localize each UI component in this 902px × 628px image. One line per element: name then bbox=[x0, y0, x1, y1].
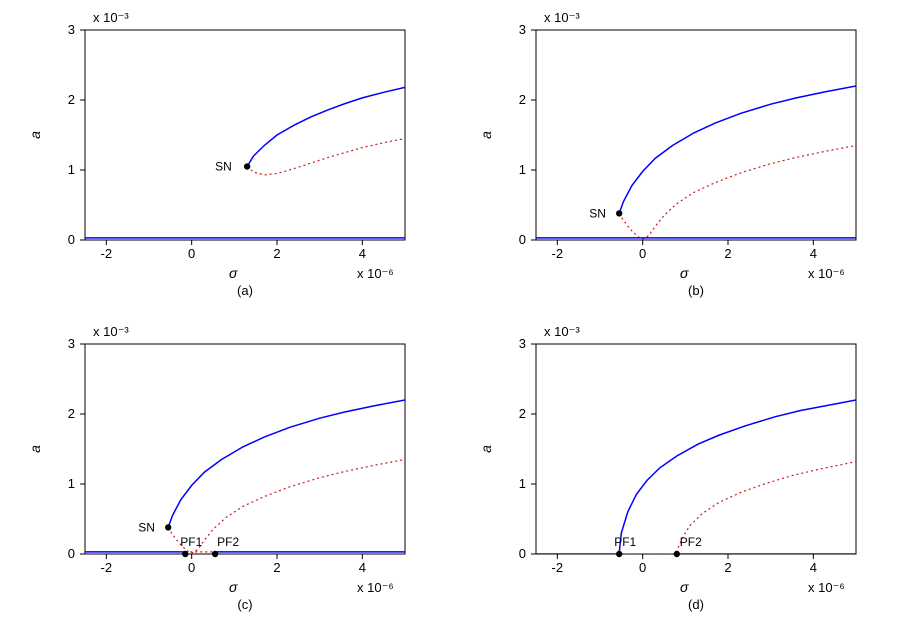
panel-b: -2 0 2 4 0 1 2 3 x 10⁻³ x 10⁻⁶ σ a SN (b) bbox=[451, 0, 902, 314]
x-tick-label: 2 bbox=[273, 246, 280, 261]
x-tick-label: -2 bbox=[552, 560, 564, 575]
y-axis-label: a bbox=[27, 445, 43, 453]
plot-box bbox=[85, 30, 405, 240]
y-tick-label: 2 bbox=[519, 92, 526, 107]
marker-dot-pf2 bbox=[212, 551, 218, 557]
y-tick-label: 0 bbox=[519, 546, 526, 561]
x-axis-label: σ bbox=[229, 579, 238, 595]
curve-solid bbox=[619, 400, 856, 553]
y-axis-label: a bbox=[478, 131, 494, 139]
sub-label: (b) bbox=[688, 283, 704, 298]
x-tick-label: 2 bbox=[273, 560, 280, 575]
marker-label-sn: SN bbox=[215, 160, 232, 174]
y-tick-label: 0 bbox=[68, 232, 75, 247]
y-tick-label: 2 bbox=[68, 92, 75, 107]
marker-dot-pf1 bbox=[616, 551, 622, 557]
plot-box bbox=[536, 30, 856, 240]
marker-dot-sn bbox=[616, 210, 622, 216]
curves bbox=[85, 400, 405, 556]
x-tick-label: 2 bbox=[724, 560, 731, 575]
chart-svg: -2 0 2 4 0 1 2 3 x 10⁻³ x 10⁻⁶ σ a SN PF1 PF2 (c) bbox=[0, 314, 451, 628]
chart-svg: -2 0 2 4 0 1 2 3 x 10⁻³ x 10⁻⁶ σ a PF1 PF2 (d) bbox=[451, 314, 902, 628]
y-tick-label: 3 bbox=[68, 336, 75, 351]
curves bbox=[536, 86, 856, 242]
marker-dot-pf2 bbox=[674, 551, 680, 557]
panel-d: -2 0 2 4 0 1 2 3 x 10⁻³ x 10⁻⁶ σ a PF1 PF2 (d) bbox=[451, 314, 902, 628]
curve-solid bbox=[168, 400, 405, 527]
y-tick-label: 1 bbox=[519, 162, 526, 177]
x-axis-label: σ bbox=[680, 265, 689, 281]
x-tick-label: 2 bbox=[724, 246, 731, 261]
y-multiplier: x 10⁻³ bbox=[93, 324, 129, 339]
x-tick-label: 0 bbox=[188, 246, 195, 261]
x-multiplier: x 10⁻⁶ bbox=[357, 580, 394, 595]
marker-dot-sn bbox=[244, 163, 250, 169]
curve-solid bbox=[247, 87, 405, 166]
panel-a: -2 0 2 4 0 1 2 3 x 10⁻³ x 10⁻⁶ σ a SN (a) bbox=[0, 0, 451, 314]
y-tick-label: 1 bbox=[68, 476, 75, 491]
x-axis-label: σ bbox=[229, 265, 238, 281]
x-tick-label: -2 bbox=[552, 246, 564, 261]
y-tick-label: 2 bbox=[68, 406, 75, 421]
marker-label-sn: SN bbox=[138, 520, 155, 534]
x-multiplier: x 10⁻⁶ bbox=[357, 266, 394, 281]
plot-box bbox=[85, 344, 405, 554]
y-tick-label: 3 bbox=[519, 22, 526, 37]
sub-label: (c) bbox=[237, 597, 252, 612]
y-tick-label: 3 bbox=[519, 336, 526, 351]
sub-label: (d) bbox=[688, 597, 704, 612]
marker-label-pf2: PF2 bbox=[680, 535, 702, 549]
x-tick-label: 4 bbox=[359, 560, 366, 575]
marker-label-sn: SN bbox=[589, 206, 606, 220]
x-multiplier: x 10⁻⁶ bbox=[808, 266, 845, 281]
panel-c: -2 0 2 4 0 1 2 3 x 10⁻³ x 10⁻⁶ σ a SN PF1 PF2 (c) bbox=[0, 314, 451, 628]
x-tick-label: -2 bbox=[101, 560, 113, 575]
x-multiplier: x 10⁻⁶ bbox=[808, 580, 845, 595]
x-tick-label: 4 bbox=[359, 246, 366, 261]
plot-box bbox=[536, 344, 856, 554]
x-tick-label: 0 bbox=[188, 560, 195, 575]
y-axis-label: a bbox=[27, 131, 43, 139]
y-multiplier: x 10⁻³ bbox=[544, 324, 580, 339]
y-tick-label: 0 bbox=[68, 546, 75, 561]
marker-label-pf1: PF1 bbox=[614, 535, 636, 549]
x-tick-label: 0 bbox=[639, 560, 646, 575]
x-tick-label: -2 bbox=[101, 246, 113, 261]
x-tick-label: 4 bbox=[810, 246, 817, 261]
curves bbox=[536, 400, 856, 554]
sub-label: (a) bbox=[237, 283, 253, 298]
curve-solid bbox=[619, 86, 856, 213]
marker-label-pf2: PF2 bbox=[217, 535, 239, 549]
curve-dotted bbox=[247, 139, 405, 175]
marker-label-pf1: PF1 bbox=[180, 535, 202, 549]
marker-dot-pf1 bbox=[182, 551, 188, 557]
y-tick-label: 3 bbox=[68, 22, 75, 37]
y-tick-label: 2 bbox=[519, 406, 526, 421]
y-tick-label: 0 bbox=[519, 232, 526, 247]
y-axis-label: a bbox=[478, 445, 494, 453]
chart-svg: -2 0 2 4 0 1 2 3 x 10⁻³ x 10⁻⁶ σ a SN (a) bbox=[0, 0, 451, 314]
x-tick-label: 4 bbox=[810, 560, 817, 575]
y-tick-label: 1 bbox=[519, 476, 526, 491]
y-multiplier: x 10⁻³ bbox=[544, 10, 580, 25]
marker-dot-sn bbox=[165, 524, 171, 530]
x-axis-label: σ bbox=[680, 579, 689, 595]
figure-grid: -2 0 2 4 0 1 2 3 x 10⁻³ x 10⁻⁶ σ a SN (a) -2 0 2 4 0 1 2 3 x 1… bbox=[0, 0, 902, 628]
curve-dotted bbox=[677, 462, 856, 553]
y-multiplier: x 10⁻³ bbox=[93, 10, 129, 25]
x-tick-label: 0 bbox=[639, 246, 646, 261]
chart-svg: -2 0 2 4 0 1 2 3 x 10⁻³ x 10⁻⁶ σ a SN (b) bbox=[451, 0, 902, 314]
y-tick-label: 1 bbox=[68, 162, 75, 177]
